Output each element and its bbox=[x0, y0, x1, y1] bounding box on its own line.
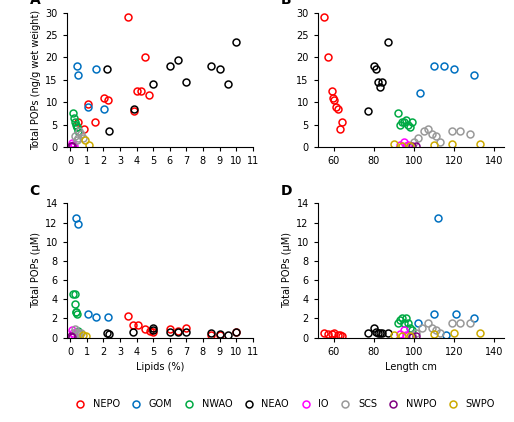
X-axis label: Lipids (%): Lipids (%) bbox=[136, 362, 184, 372]
Y-axis label: Total POPs (μM): Total POPs (μM) bbox=[282, 233, 292, 308]
X-axis label: Length cm: Length cm bbox=[385, 362, 437, 372]
Text: C: C bbox=[30, 184, 40, 198]
Legend: NEPO, GOM, NWAO, NEAO, IO, SCS, NWPO, SWPO: NEPO, GOM, NWAO, NEAO, IO, SCS, NWPO, SW… bbox=[66, 395, 499, 413]
Text: D: D bbox=[281, 184, 292, 198]
Y-axis label: Total POPs (μM): Total POPs (μM) bbox=[31, 233, 41, 308]
Text: A: A bbox=[30, 0, 41, 7]
Text: B: B bbox=[281, 0, 291, 7]
Y-axis label: Total POPs (ng/g wet weight): Total POPs (ng/g wet weight) bbox=[31, 10, 41, 150]
